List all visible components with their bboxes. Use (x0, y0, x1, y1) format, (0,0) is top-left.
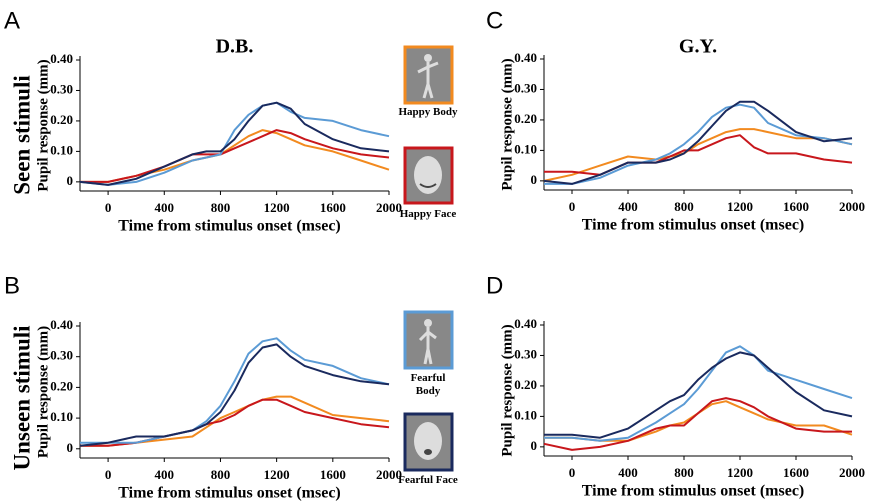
series-line (544, 351, 853, 439)
x-tick-label: 1600 (320, 200, 346, 215)
x-tick-label: 1200 (727, 199, 753, 214)
y-tick-label: 0.10 (514, 407, 537, 422)
x-axis-label: Time from stimulus onset (msec) (118, 485, 341, 502)
x-tick-label: 800 (674, 465, 694, 480)
x-tick-label: 2000 (839, 199, 865, 214)
x-tick-label: 2000 (839, 465, 865, 480)
x-tick-label: 1200 (727, 465, 753, 480)
series-line (80, 337, 390, 444)
legend-icon (403, 45, 454, 472)
x-tick-label: 400 (155, 467, 175, 482)
y-tick-label: 0.10 (514, 141, 537, 156)
x-axis-label: Time from stimulus onset (msec) (582, 217, 805, 234)
panel-letter: C (486, 7, 503, 34)
y-tick-label: 0.10 (50, 409, 73, 424)
chart-title: D.B. (216, 36, 254, 58)
chart-title: G.Y. (679, 36, 717, 58)
x-tick-label: 2000 (376, 467, 402, 482)
y-tick-label: 0.40 (50, 317, 73, 332)
legend-label: Fearful Face (398, 474, 458, 486)
series-line (544, 103, 853, 185)
series-line (544, 345, 853, 442)
x-tick-label: 800 (211, 200, 231, 215)
y-axis-label: Pupil response (mm) (35, 59, 51, 191)
y-tick-label: 0.40 (514, 50, 537, 65)
x-tick-label: 0 (569, 465, 576, 480)
series-line (543, 100, 853, 185)
y-tick-label: 0 (531, 438, 538, 453)
y-tick-label: 0.30 (514, 80, 537, 95)
y-tick-label: 0 (67, 173, 74, 188)
y-tick-label: 0.40 (514, 316, 537, 331)
y-tick-label: 0.20 (514, 377, 537, 392)
y-tick-label: 0.40 (50, 51, 73, 66)
x-tick-label: 0 (105, 200, 112, 215)
y-axis-label: Pupil response (mm) (499, 58, 515, 190)
panel-letter: D (486, 272, 503, 299)
x-tick-label: 1600 (783, 465, 809, 480)
series-line (79, 343, 390, 447)
y-tick-label: 0 (67, 440, 74, 455)
y-tick-label: 0.30 (514, 346, 537, 361)
series-line (80, 129, 390, 183)
y-tick-label: 0.30 (50, 81, 73, 96)
x-tick-label: 400 (618, 465, 638, 480)
y-tick-label: 0 (531, 172, 538, 187)
x-tick-label: 1200 (264, 467, 290, 482)
legend-label: Happy Body (398, 106, 458, 118)
panel-letter: A (4, 7, 20, 34)
panel-letter: B (4, 272, 20, 299)
y-tick-label: 0.20 (514, 111, 537, 126)
y-tick-label: 0.20 (50, 112, 73, 127)
y-axis-label: Pupil response (mm) (499, 324, 515, 456)
series-line (543, 128, 853, 182)
x-tick-label: 400 (618, 199, 638, 214)
legend-label: Happy Face (399, 208, 457, 220)
series-line (79, 101, 390, 186)
series-line (543, 397, 852, 451)
y-tick-label: 0.10 (50, 142, 73, 157)
x-tick-label: 1600 (783, 199, 809, 214)
x-tick-label: 0 (105, 467, 112, 482)
series-line (80, 395, 390, 447)
x-tick-label: 2000 (376, 200, 402, 215)
y-axis-label: Pupil response (mm) (35, 326, 51, 458)
x-tick-label: 800 (211, 467, 231, 482)
x-tick-label: 1200 (264, 200, 290, 215)
x-tick-label: 400 (155, 200, 175, 215)
x-tick-label: 0 (569, 199, 576, 214)
legend-label: Fearful Body (410, 372, 446, 397)
x-axis-label: Time from stimulus onset (msec) (118, 218, 341, 235)
series-line (79, 101, 390, 186)
row-label: Seen stimuli (9, 75, 34, 195)
series-line (544, 400, 853, 442)
x-axis-label: Time from stimulus onset (msec) (582, 483, 805, 500)
x-tick-label: 1600 (320, 467, 346, 482)
y-tick-label: 0.30 (50, 348, 73, 363)
x-tick-label: 800 (674, 199, 694, 214)
y-tick-label: 0.20 (50, 378, 73, 393)
row-label: Unseen stimuli (9, 325, 34, 471)
